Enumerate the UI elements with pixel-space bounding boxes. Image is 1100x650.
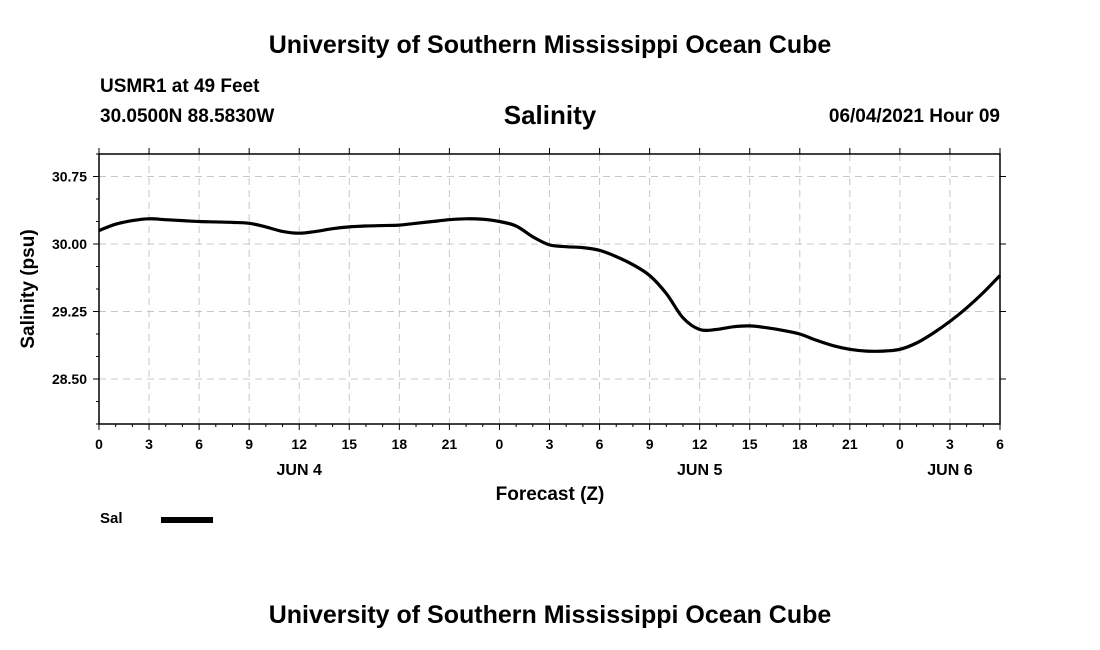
x-tick-label: 6 [996, 436, 1004, 452]
x-tick-label: 6 [596, 436, 604, 452]
legend-label: Sal [100, 510, 123, 527]
x-tick-label: 21 [842, 436, 858, 452]
x-tick-label: 6 [195, 436, 203, 452]
x-tick-label: 3 [145, 436, 153, 452]
series-layer [98, 217, 1002, 353]
day-label: JUN 4 [277, 462, 322, 479]
x-tick-label: 0 [95, 436, 103, 452]
day-label: JUN 6 [927, 462, 972, 479]
datetime-label: 06/04/2021 Hour 09 [828, 106, 1000, 127]
station-label: USMR1 at 49 Feet [100, 76, 260, 97]
x-tick-label: 15 [341, 436, 357, 452]
x-tick-label: 12 [692, 436, 708, 452]
x-tick-label: 9 [646, 436, 654, 452]
x-tick-label: 9 [245, 436, 253, 452]
series-line-sal [98, 217, 1002, 353]
footer-title: University of Southern Mississippi Ocean… [268, 601, 832, 629]
x-tick-label: 15 [742, 436, 758, 452]
variable-title: Salinity [503, 100, 597, 130]
y-tick-label: 29.25 [52, 304, 87, 320]
axis-ticks [93, 148, 1006, 430]
x-tick-label: 21 [442, 436, 458, 452]
page-title: University of Southern Mississippi Ocean… [268, 31, 832, 59]
x-tick-label: 0 [496, 436, 504, 452]
day-label: JUN 5 [677, 462, 722, 479]
grid-lines [99, 154, 1000, 424]
x-tick-label: 3 [546, 436, 554, 452]
y-tick-label: 30.75 [52, 169, 87, 185]
y-tick-label: 30.00 [52, 236, 87, 252]
x-axis-title: Forecast (Z) [496, 484, 605, 505]
x-tick-label: 3 [946, 436, 954, 452]
coordinates-label: 30.0500N 88.5830W [100, 106, 275, 127]
x-tick-label: 0 [896, 436, 904, 452]
axis-labels: 0 3 6 9 12 15 18 21 0 3 6 9 12 15 18 21 0 3 6 28.50 29.25 30.… [52, 169, 1004, 480]
legend-line-swatch [161, 517, 213, 523]
y-tick-label: 28.50 [52, 371, 87, 387]
x-tick-label: 12 [291, 436, 307, 452]
y-axis-title: Salinity (psu) [18, 229, 39, 348]
x-tick-label: 18 [792, 436, 808, 452]
x-tick-label: 18 [392, 436, 408, 452]
